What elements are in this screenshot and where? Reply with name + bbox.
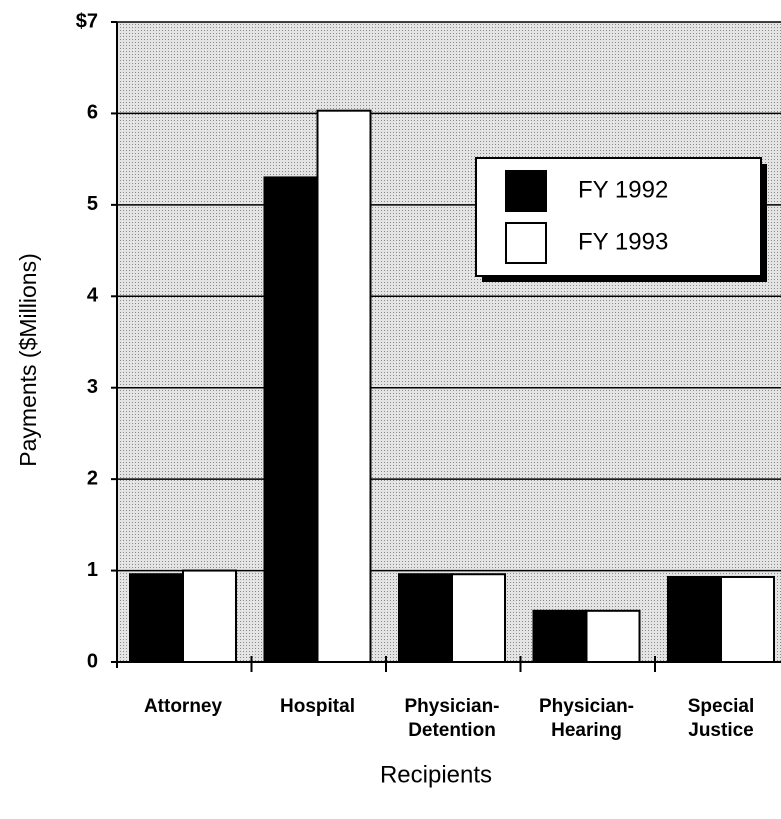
y-tick-label: 6 xyxy=(87,102,98,124)
bar xyxy=(532,609,588,663)
y-tick-label: 2 xyxy=(87,467,98,489)
x-tick-label: Physician- Hearing xyxy=(538,696,635,741)
legend-swatch xyxy=(505,222,547,264)
bar xyxy=(720,575,775,664)
bar xyxy=(316,109,372,663)
bar xyxy=(667,575,722,664)
x-tick-label: Hospital xyxy=(280,696,355,717)
plot-background xyxy=(117,22,781,662)
x-tick-label: Attorney xyxy=(143,696,223,717)
bar xyxy=(585,609,641,663)
legend-label: FY 1992 xyxy=(578,176,668,203)
bar xyxy=(451,573,506,664)
y-tick-label: 4 xyxy=(87,285,99,307)
y-axis-label: Payments ($Millions) xyxy=(15,253,41,466)
x-axis-label: Recipients xyxy=(380,761,492,788)
bar xyxy=(398,573,453,664)
y-tick-label: 5 xyxy=(87,193,98,215)
bar xyxy=(182,569,237,663)
y-tick-label: 1 xyxy=(87,559,98,581)
y-tick-label: $7 xyxy=(76,10,98,32)
y-tick-label: 3 xyxy=(87,376,98,398)
bar xyxy=(129,573,184,664)
legend-swatch xyxy=(505,170,547,212)
y-tick-label: 0 xyxy=(87,650,98,672)
x-tick-label: Physician- Detention xyxy=(404,696,500,741)
x-tick-label: Special Justice xyxy=(687,696,755,741)
bar xyxy=(263,176,319,664)
legend-label: FY 1993 xyxy=(578,228,668,255)
